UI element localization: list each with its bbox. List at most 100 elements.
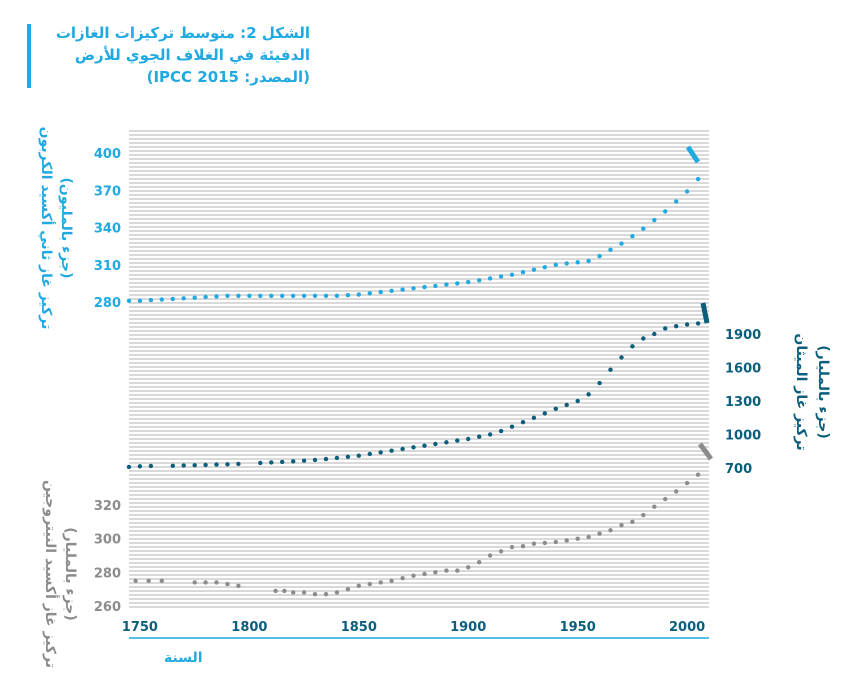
ch4-point [455, 438, 460, 443]
n2o-point [400, 576, 405, 581]
ch4-point [509, 424, 515, 429]
co2-point [553, 262, 558, 267]
ch4-end-cap [700, 302, 710, 324]
co2-point [301, 293, 307, 298]
title-accent-bar [27, 24, 31, 88]
co2-point [586, 258, 591, 264]
n2o-point [444, 568, 449, 573]
co2-point [444, 282, 449, 287]
ch4-point [520, 420, 526, 425]
n2o-point [641, 512, 646, 518]
co2-point [487, 276, 493, 281]
co2-point [214, 294, 219, 299]
ch4-point [400, 446, 405, 452]
co2-point [389, 288, 394, 293]
co2-point [291, 293, 296, 298]
n2o-point [291, 590, 296, 595]
ch4-axis-title: تركيز غاز الميثان [793, 333, 809, 450]
x-tick-label: 1800 [231, 620, 267, 635]
n2o-point [695, 472, 701, 477]
ch4-point [258, 460, 263, 466]
n2o-point [542, 540, 547, 546]
n2o-point [674, 489, 679, 494]
n2o-point [487, 553, 493, 558]
series-end-caps [685, 145, 714, 461]
co2-point [630, 234, 635, 239]
ch4-point [498, 428, 504, 434]
ch4-point [269, 460, 274, 465]
co2-point [181, 296, 186, 301]
ch4-point [487, 432, 493, 437]
ch4-point [411, 445, 416, 450]
n2o-point [225, 581, 230, 587]
n2o-axis-unit: (جزء بالمليار) [62, 527, 78, 621]
n2o-point [509, 544, 515, 550]
co2-point [269, 293, 274, 298]
co2-point [170, 296, 175, 302]
ch4-point [389, 448, 394, 453]
ch4-point [564, 402, 569, 408]
n2o-point [586, 534, 591, 540]
co2-point [247, 293, 252, 298]
n2o-point [422, 571, 427, 577]
n2o-point [192, 580, 197, 585]
n2o-end-cap [697, 442, 714, 461]
x-tick-label: 1900 [450, 620, 486, 635]
n2o-point [323, 592, 329, 597]
ch4-point [323, 456, 329, 462]
ch4-point [334, 455, 340, 461]
n2o-point [159, 578, 164, 583]
n2o-point [520, 544, 526, 549]
ch4-point [378, 450, 383, 455]
n2o-point [597, 531, 602, 536]
n2o-point [455, 568, 460, 573]
background-stripes [129, 130, 709, 608]
co2-end-cap [685, 145, 701, 164]
co2-point [674, 199, 679, 204]
n2o-tick-label: 260 [94, 600, 121, 615]
ch4-point [236, 461, 241, 467]
ch4-point [608, 367, 613, 372]
ch4-point [433, 441, 438, 447]
n2o-point [498, 549, 504, 554]
x-tick-label: 1750 [122, 620, 158, 635]
ch4-point [641, 336, 646, 341]
co2-point [192, 295, 197, 300]
co2-point [334, 293, 340, 298]
co2-point [159, 297, 164, 302]
n2o-point [389, 578, 394, 583]
co2-point [597, 253, 602, 259]
n2o-point [301, 590, 307, 595]
co2-point [367, 291, 372, 296]
co2-point [498, 274, 504, 279]
ch4-point [280, 459, 285, 465]
ch4-tick-label: 700 [725, 462, 752, 477]
x-tick-label: 1850 [341, 620, 377, 635]
ch4-point [586, 392, 591, 397]
co2-point [400, 287, 405, 292]
ch4-point [367, 451, 372, 457]
n2o-point [133, 578, 138, 583]
co2-point [280, 293, 285, 298]
n2o-point [564, 538, 569, 543]
co2-point [258, 293, 263, 298]
n2o-point [619, 523, 624, 528]
n2o-point [356, 583, 361, 588]
co2-axis-title: تركيز غاز ثاني أكسيد الكربون [38, 127, 56, 330]
co2-point [520, 270, 526, 275]
ch4-point [137, 464, 143, 469]
n2o-point [203, 580, 208, 585]
co2-point [203, 294, 208, 300]
n2o-tick-label: 300 [94, 533, 121, 548]
co2-point [225, 293, 230, 298]
co2-point [312, 293, 318, 298]
co2-point [433, 283, 438, 289]
ch4-point [225, 462, 230, 467]
co2-tick-label: 280 [94, 296, 121, 311]
ch4-point [291, 459, 296, 464]
co2-point [323, 293, 329, 298]
n2o-point [282, 588, 287, 594]
n2o-point [684, 480, 690, 486]
x-tick-label: 2000 [669, 620, 705, 635]
